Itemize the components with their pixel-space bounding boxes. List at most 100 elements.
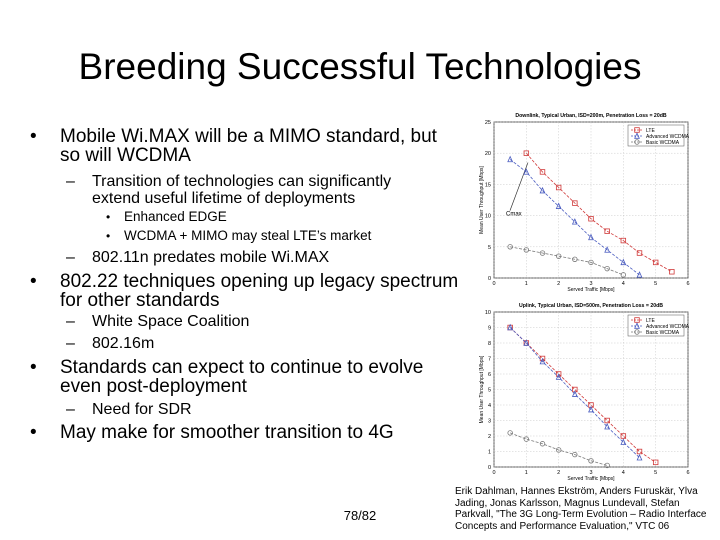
y-tick-label: 10 <box>485 310 491 316</box>
x-tick-label: 1 <box>525 281 528 287</box>
data-point <box>507 323 514 331</box>
x-tick-label: 3 <box>589 281 592 287</box>
y-tick-label: 5 <box>488 245 491 251</box>
x-axis-label: Served Traffic [Mbps] <box>567 287 615 293</box>
legend-label: LTE <box>646 318 655 324</box>
bullet-text: 802.22 techniques opening up legacy spec… <box>60 271 459 311</box>
data-point <box>555 447 562 453</box>
data-point <box>652 259 659 266</box>
data-point <box>620 433 627 439</box>
y-tick-label: 25 <box>485 120 491 126</box>
data-point <box>555 202 562 209</box>
legend-label: LTE <box>646 128 655 134</box>
bullet: – <box>66 173 75 190</box>
x-axis-label: Served Traffic [Mbps] <box>567 476 615 482</box>
data-point <box>588 233 594 241</box>
bullet-text: Transition of technologies can significa… <box>92 173 392 207</box>
data-point <box>507 244 513 250</box>
data-point <box>588 458 594 464</box>
data-point <box>523 436 530 442</box>
data-point <box>523 150 530 156</box>
x-tick-label: 3 <box>589 470 592 476</box>
bullet-text: Need for SDR <box>92 401 192 418</box>
y-tick-label: 15 <box>485 182 491 188</box>
legend-marker <box>634 132 640 139</box>
legend-label: Advanced WCDMA <box>646 324 690 330</box>
data-point <box>636 250 643 256</box>
series-line <box>509 327 656 463</box>
data-point <box>571 390 578 397</box>
data-point <box>604 417 610 424</box>
legend-marker <box>634 139 640 145</box>
data-point <box>523 247 530 253</box>
bullet-text: 802.16m <box>92 335 155 352</box>
data-point <box>572 200 578 206</box>
bullet-text: WCDMA + MIMO may steal LTE’s market <box>124 228 372 243</box>
series-line <box>509 327 640 458</box>
data-point <box>539 169 546 175</box>
bullet: – <box>66 401 75 418</box>
legend-marker <box>634 322 640 329</box>
y-tick-label: 4 <box>488 403 491 409</box>
data-point <box>620 272 627 278</box>
data-point <box>636 448 643 455</box>
bullet-text: Standards can expect to continue to evol… <box>60 357 424 397</box>
x-tick-label: 6 <box>686 470 689 476</box>
bullet: – <box>66 313 75 330</box>
data-point <box>636 453 643 461</box>
y-tick-label: 10 <box>485 214 491 220</box>
figure-title: Downlink, Typical Urban, ISD=200m, Penet… <box>515 113 667 119</box>
bullet: • <box>106 210 111 224</box>
x-tick-label: 4 <box>622 470 625 476</box>
slide-title: Breeding Successful Technologies <box>78 46 642 87</box>
x-tick-label: 1 <box>525 470 528 476</box>
data-point <box>555 373 562 380</box>
data-point <box>572 451 578 458</box>
x-tick-label: 5 <box>654 470 657 476</box>
y-tick-label: 0 <box>488 465 491 471</box>
x-tick-label: 2 <box>557 281 560 287</box>
bullet: • <box>30 271 37 292</box>
y-tick-label: 3 <box>488 419 491 425</box>
x-tick-label: 0 <box>492 281 495 287</box>
y-tick-label: 8 <box>488 341 491 347</box>
data-point <box>539 186 546 194</box>
data-point <box>588 405 594 413</box>
data-point <box>636 271 643 278</box>
data-point <box>539 250 546 256</box>
y-axis-label: Mean User Throughput [Mbps] <box>479 166 485 234</box>
data-point <box>507 155 514 163</box>
data-point <box>604 265 610 272</box>
page-number: 78/82 <box>343 508 377 523</box>
data-point <box>523 168 530 175</box>
annotation-arrow <box>509 162 529 211</box>
data-point <box>620 258 627 266</box>
data-point <box>555 184 562 191</box>
legend-label: Advanced WCDMA <box>646 134 690 140</box>
y-tick-label: 0 <box>488 276 491 282</box>
data-point <box>669 269 675 275</box>
data-point <box>539 441 546 447</box>
x-tick-label: 4 <box>622 281 625 287</box>
annotation: Cmax <box>506 212 522 218</box>
data-point <box>620 438 627 445</box>
data-point <box>604 246 611 253</box>
legend-marker <box>634 329 640 335</box>
data-point <box>523 339 530 346</box>
y-axis-label: Mean User Throughput [Mbps] <box>479 355 485 423</box>
series-line <box>509 159 640 276</box>
data-point <box>652 459 659 466</box>
figure-title: Uplink, Typical Urban, ISD=500m, Penetra… <box>519 303 663 309</box>
y-tick-label: 1 <box>488 450 491 456</box>
bullet: – <box>66 335 75 352</box>
data-point <box>507 430 513 436</box>
data-point <box>571 218 578 225</box>
data-point <box>604 462 610 469</box>
legend-label: Basic WCDMA <box>646 330 680 336</box>
data-point <box>588 259 594 266</box>
y-tick-label: 5 <box>488 388 491 394</box>
bullet: • <box>106 229 111 243</box>
data-point <box>604 422 611 430</box>
